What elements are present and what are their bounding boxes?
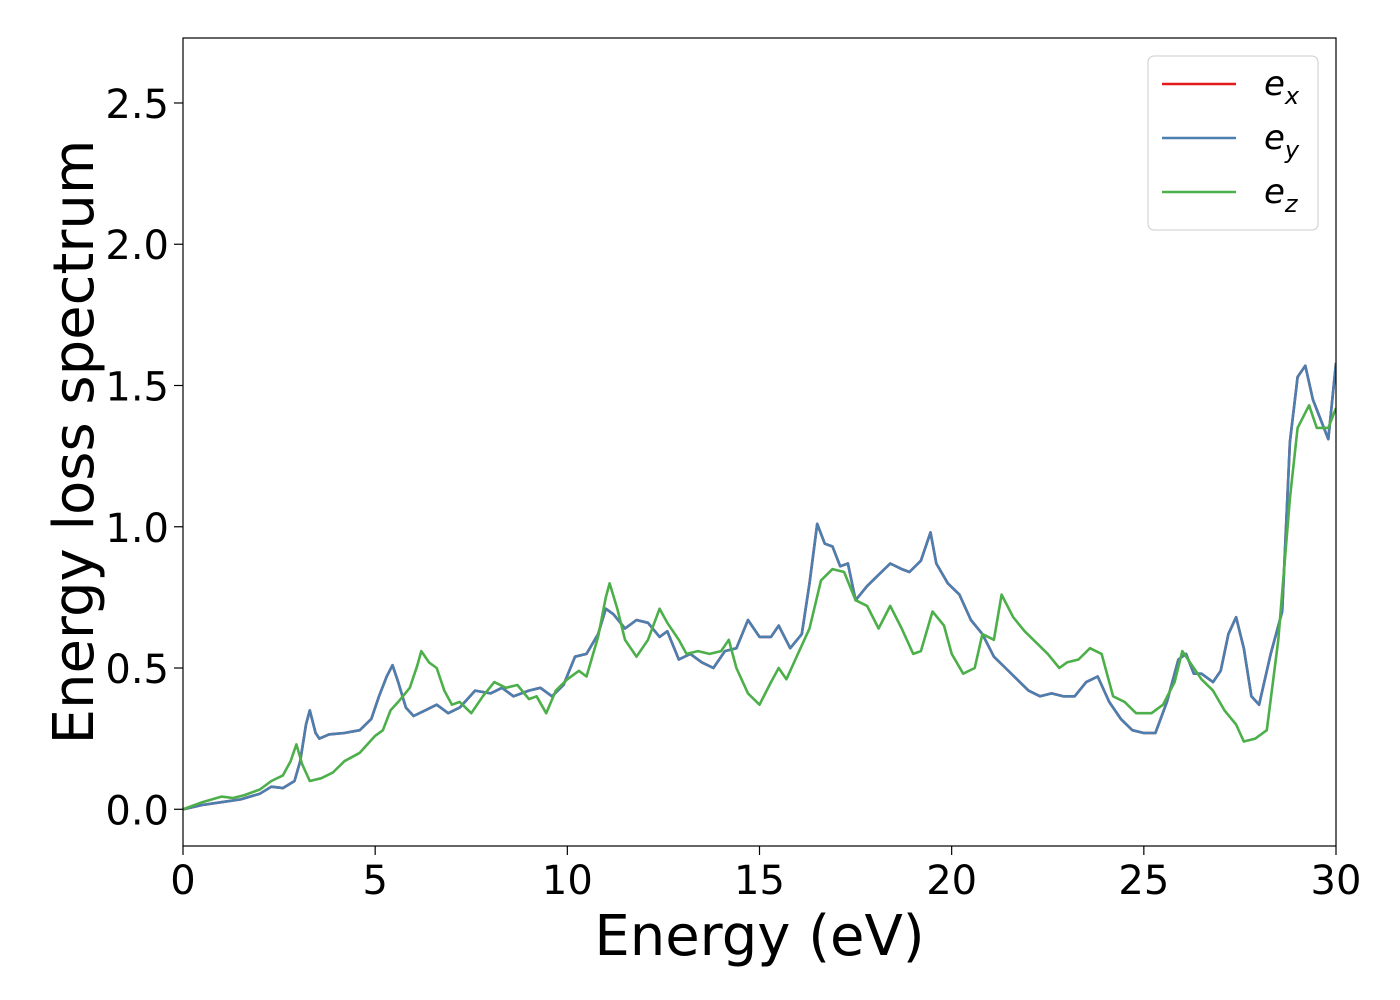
x-tick-label: 20 [926, 858, 977, 904]
y-tick-label: 1.0 [105, 506, 169, 552]
x-tick-label: 10 [542, 858, 593, 904]
series-line-y [183, 362, 1336, 811]
x-tick-label: 25 [1118, 858, 1169, 904]
series-line-z [183, 404, 1336, 811]
legend-label-base: e [1264, 172, 1285, 212]
y-tick-label: 2.5 [105, 82, 169, 128]
series-layer [183, 362, 1336, 811]
legend-box [1147, 55, 1319, 231]
legend-label-y: ey [1264, 118, 1300, 164]
y-axis-label: Energy loss spectrum [42, 140, 107, 745]
legend-label-x: ex [1264, 64, 1300, 110]
x-tick-label: 30 [1311, 858, 1362, 904]
legend-label-base: e [1264, 64, 1285, 104]
x-tick-label: 0 [170, 858, 195, 904]
x-axis-label: Energy (eV) [594, 904, 924, 969]
y-tick-label: 0.0 [105, 788, 169, 834]
y-tick-label: 2.0 [105, 223, 169, 269]
x-tick-label: 15 [734, 858, 785, 904]
legend-label-z: ez [1264, 172, 1299, 218]
legend-label-subscript: z [1284, 190, 1299, 218]
x-axis-ticks: 0 5 10 15 20 25 30 [170, 846, 1361, 904]
legend-label-subscript: x [1284, 82, 1300, 110]
y-axis-ticks: 0.0 0.5 1.0 1.5 2.0 2.5 [105, 82, 183, 834]
legend-label-base: e [1264, 118, 1285, 158]
x-tick-label: 5 [362, 858, 387, 904]
legend-label-subscript: y [1284, 136, 1300, 164]
y-tick-label: 0.5 [105, 647, 169, 693]
y-tick-label: 1.5 [105, 364, 169, 410]
